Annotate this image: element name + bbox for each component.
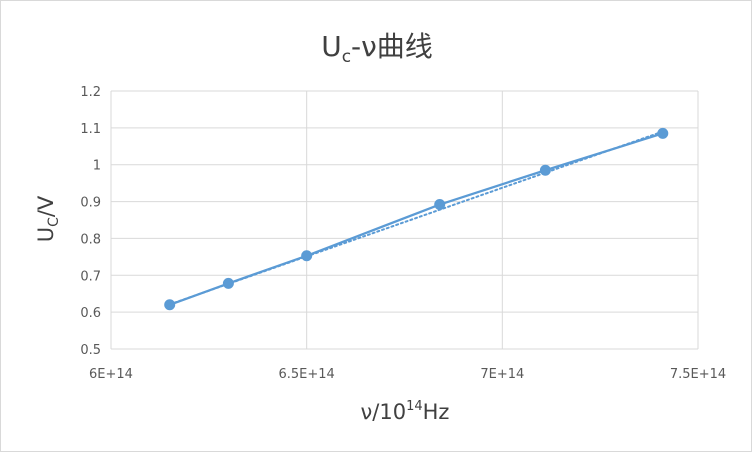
y-tick-label: 1.1 xyxy=(80,122,101,137)
chart-title-rest: -ν曲线 xyxy=(351,30,433,63)
y-axis-title: UC/V xyxy=(34,195,62,242)
data-point xyxy=(657,127,669,139)
y-tick-label: 0.6 xyxy=(80,306,101,321)
y-tick-label: 0.8 xyxy=(80,232,101,247)
y-tick-label: 0.7 xyxy=(80,269,101,284)
x-tick-label: 7.5E+14 xyxy=(670,367,726,382)
x-tick-label: 7E+14 xyxy=(480,367,524,382)
x-axis-title-sup: 14 xyxy=(406,399,423,414)
chart-title-main: U xyxy=(321,30,342,63)
series-layer xyxy=(164,127,669,311)
data-point xyxy=(222,277,234,289)
data-point xyxy=(434,199,446,211)
x-tick-label: 6E+14 xyxy=(89,367,133,382)
chart-title-sub: c xyxy=(342,47,351,67)
data-point xyxy=(301,250,313,262)
data-point xyxy=(539,164,551,176)
x-axis-title-rest: Hz xyxy=(423,400,450,424)
y-tick-label: 1.2 xyxy=(80,85,101,100)
series-line xyxy=(169,132,664,306)
y-axis-title-sub: C xyxy=(46,217,62,227)
grid-layer xyxy=(110,90,699,350)
y-tick-label: 0.5 xyxy=(80,343,101,358)
tick-layer: 0.5 0.6 0.7 0.8 0.9 1 1.1 1.2 6E+14 6.5E+14 7E+14 7… xyxy=(80,85,726,382)
chart-title: Uc-ν曲线 xyxy=(321,30,433,67)
x-axis-title-main: ν/10 xyxy=(361,400,407,424)
y-tick-label: 1 xyxy=(93,159,101,174)
x-axis-title: ν/1014Hz xyxy=(361,399,450,424)
y-tick-label: 0.9 xyxy=(80,196,101,211)
data-point xyxy=(164,299,176,311)
x-tick-label: 6.5E+14 xyxy=(279,367,335,382)
y-axis-title-main: U xyxy=(34,227,58,242)
y-axis-title-rest: /V xyxy=(34,195,58,217)
